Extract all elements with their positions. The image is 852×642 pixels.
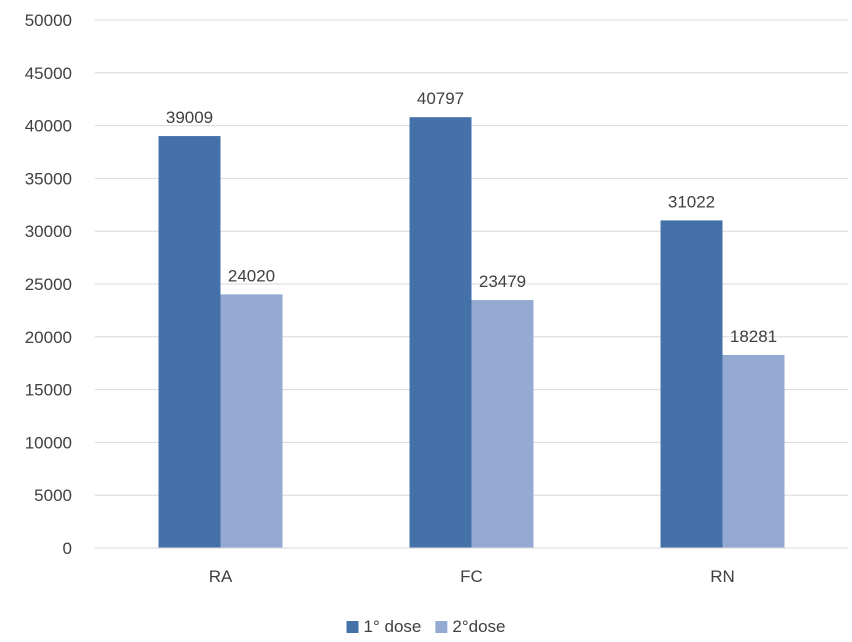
bars — [159, 117, 785, 548]
x-tick-label: RA — [209, 567, 233, 586]
bar-FC-series-2 — [472, 300, 534, 548]
y-tick-label: 45000 — [25, 64, 72, 83]
data-label: 39009 — [166, 108, 213, 127]
y-tick-label: 15000 — [25, 381, 72, 400]
x-tick-label: RN — [710, 567, 735, 586]
y-tick-label: 5000 — [34, 486, 72, 505]
y-tick-label: 25000 — [25, 275, 72, 294]
y-tick-label: 20000 — [25, 328, 72, 347]
bar-RN-series-1 — [661, 220, 723, 548]
data-label: 18281 — [730, 327, 777, 346]
legend-label-2: 2°dose — [452, 617, 505, 636]
data-label: 23479 — [479, 272, 526, 291]
bar-RN-series-2 — [723, 355, 785, 548]
x-axis: RA FC RN — [95, 548, 848, 586]
data-label: 40797 — [417, 89, 464, 108]
bar-RA-series-1 — [159, 136, 221, 548]
y-axis: 0 5000 10000 15000 20000 25000 30000 35000 40000… — [25, 11, 72, 558]
bar-FC-series-1 — [410, 117, 472, 548]
legend-label-1: 1° dose — [364, 617, 422, 636]
y-tick-label: 0 — [63, 539, 72, 558]
y-tick-label: 50000 — [25, 11, 72, 30]
y-tick-label: 10000 — [25, 433, 72, 452]
y-tick-label: 30000 — [25, 222, 72, 241]
legend-swatch-2 — [435, 621, 447, 633]
data-label: 24020 — [228, 266, 275, 285]
legend-swatch-1 — [347, 621, 359, 633]
legend: 1° dose 2°dose — [347, 617, 506, 636]
y-tick-label: 40000 — [25, 117, 72, 136]
x-tick-label: FC — [460, 567, 483, 586]
y-tick-label: 35000 — [25, 169, 72, 188]
data-label: 31022 — [668, 192, 715, 211]
bar-RA-series-2 — [221, 294, 283, 548]
